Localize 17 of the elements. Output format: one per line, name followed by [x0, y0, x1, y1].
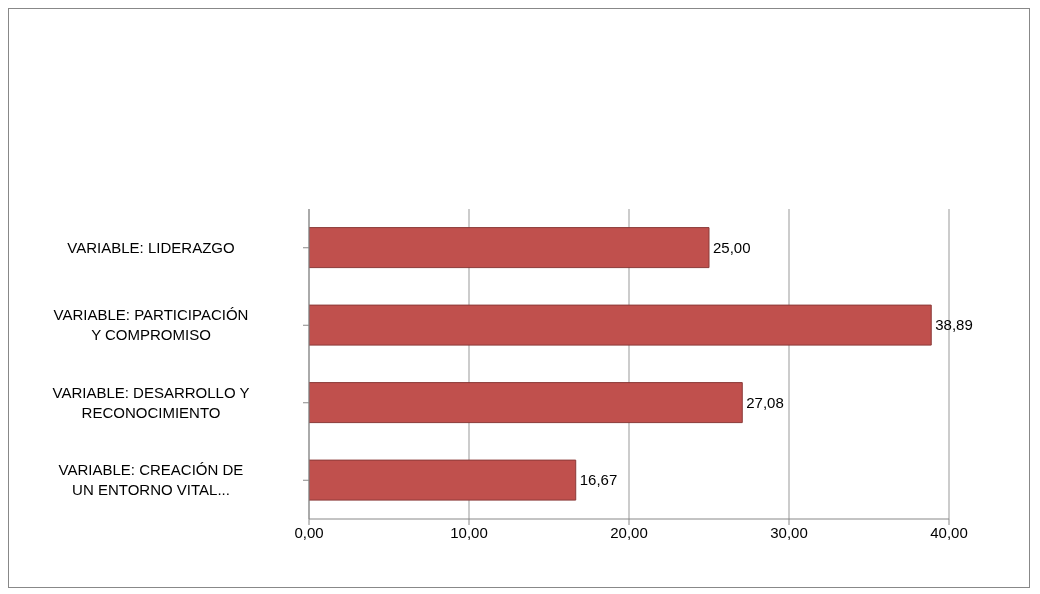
bar [309, 459, 577, 501]
data-label: 16,67 [579, 471, 618, 489]
x-tick-label: 0,00 [294, 523, 324, 541]
x-tick-label: 20,00 [610, 523, 648, 541]
bar [309, 304, 932, 346]
y-tick-label: VARIABLE: DESARROLLO Y RECONOCIMIENTO [52, 383, 250, 421]
bar [309, 382, 743, 424]
y-tick-label: VARIABLE: CREACIÓN DE UN ENTORNO VITAL... [58, 461, 244, 499]
x-tick-label: 30,00 [770, 523, 808, 541]
x-tick-label: 10,00 [450, 523, 488, 541]
bar [309, 227, 710, 269]
data-label: 27,08 [746, 393, 784, 411]
data-label: 25,00 [713, 238, 751, 256]
y-tick-label: VARIABLE: LIDERAZGO [67, 238, 235, 256]
y-tick-label: VARIABLE: PARTICIPACIÓN Y COMPROMISO [53, 306, 249, 344]
x-tick-label: 40,00 [930, 523, 968, 541]
data-label: 38,89 [935, 316, 973, 334]
